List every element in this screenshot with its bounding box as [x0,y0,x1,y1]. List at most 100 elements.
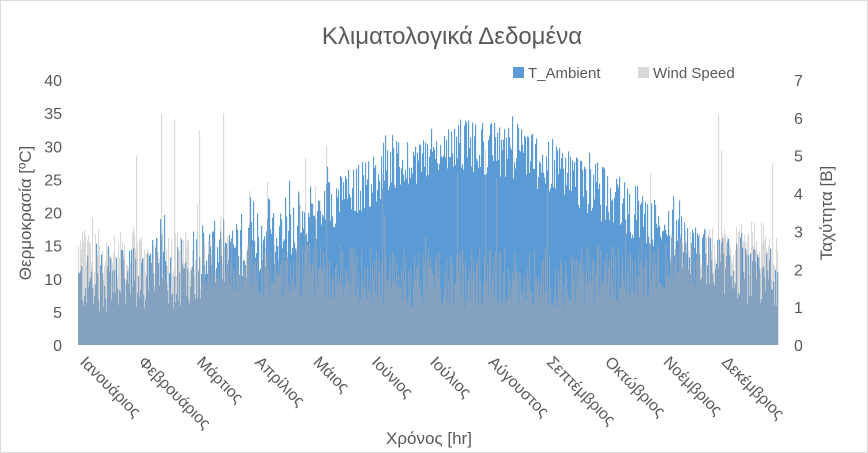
overlap-bar [408,270,410,345]
overlap-bar [771,289,773,345]
overlap-bar [722,238,724,345]
t-ambient-bar [499,127,501,345]
t-ambient-bar [476,158,478,345]
x-tick-label: Ιανουάριος [76,354,143,421]
overlap-bar [592,259,594,345]
overlap-bar [371,302,373,345]
overlap-bar [282,297,284,345]
overlap-bar [673,276,675,345]
wind-speed-bar [106,242,108,345]
overlap-bar [436,255,438,345]
overlap-bar [123,259,125,345]
overlap-bar [341,286,343,345]
overlap-bar [175,303,177,345]
overlap-bar [423,255,425,345]
t-ambient-bar [595,163,597,345]
overlap-bar [135,258,137,345]
overlap-bar [570,301,572,345]
t-ambient-bar [643,226,645,345]
y-right-tick-label: 1 [794,300,803,317]
t-ambient-bar [458,125,460,345]
y-left-tick-label: 5 [53,305,62,322]
overlap-bar [174,276,176,345]
overlap-bar [539,300,541,345]
overlap-bar [352,249,354,345]
overlap-bar [268,269,270,345]
overlap-bar [342,250,344,345]
overlap-bar [288,283,290,345]
t-ambient-bar [414,155,416,345]
overlap-bar [414,254,416,345]
overlap-bar [128,284,130,345]
t-ambient-bar [504,129,506,345]
overlap-bar [115,292,117,345]
overlap-bar [584,301,586,345]
overlap-bar [452,262,454,345]
overlap-bar [625,225,627,345]
overlap-bar [172,293,174,345]
overlap-bar [277,273,279,345]
t-ambient-bar [542,154,544,345]
t-ambient-bar [627,188,629,345]
overlap-bar [577,288,579,345]
overlap-bar [632,259,634,345]
overlap-bar [318,271,320,345]
overlap-bar [356,255,358,345]
overlap-bar [514,251,516,345]
overlap-bar [650,244,652,345]
t-ambient-bar [395,188,397,345]
overlap-bar [340,245,342,345]
overlap-bar [728,265,730,345]
overlap-bar [396,263,398,345]
t-ambient-bar [601,221,603,345]
t-ambient-bar [522,144,524,345]
t-ambient-bar [551,183,553,345]
t-ambient-bar [603,167,605,345]
overlap-bar [226,249,228,345]
overlap-bar [498,305,500,345]
t-ambient-bar [582,170,584,345]
overlap-bar [428,248,430,345]
overlap-bar [113,292,115,345]
t-ambient-bar [528,137,530,345]
overlap-bar [191,270,193,345]
overlap-bar [607,282,609,345]
overlap-bar [729,255,731,345]
t-ambient-bar [647,204,649,345]
overlap-bar [747,304,749,345]
t-ambient-bar [614,197,616,345]
wind-speed-bar [139,238,141,345]
overlap-bar [493,258,495,345]
overlap-bar [338,275,340,345]
y-left-tick-label: 20 [44,206,62,223]
overlap-bar [233,268,235,345]
overlap-bar [605,269,607,345]
t-ambient-bar [541,172,543,345]
overlap-bar [348,282,350,345]
t-ambient-bar [404,180,406,345]
t-ambient-bar [343,182,345,345]
overlap-bar [358,272,360,345]
t-ambient-bar [513,178,515,345]
t-ambient-bar [377,189,379,345]
t-ambient-bar [456,136,458,345]
y-axis-right-title: Ταχύτητα [Β] [817,166,836,261]
overlap-bar [401,269,403,345]
y-left-tick-label: 25 [44,172,62,189]
overlap-bar [647,297,649,345]
t-ambient-bar [366,185,368,345]
wind-speed-bar [737,245,739,345]
overlap-bar [275,260,277,345]
y-right-tick-label: 4 [794,187,803,204]
overlap-bar [404,278,406,345]
overlap-bar [616,300,618,345]
overlap-bar [623,279,625,345]
overlap-bar [323,253,325,345]
t-ambient-bar [397,153,399,345]
overlap-bar [740,242,742,345]
t-ambient-bar [282,248,284,345]
overlap-bar [361,249,363,345]
overlap-bar [379,271,381,345]
wind-speed-bar [772,163,774,345]
overlap-bar [725,268,727,345]
